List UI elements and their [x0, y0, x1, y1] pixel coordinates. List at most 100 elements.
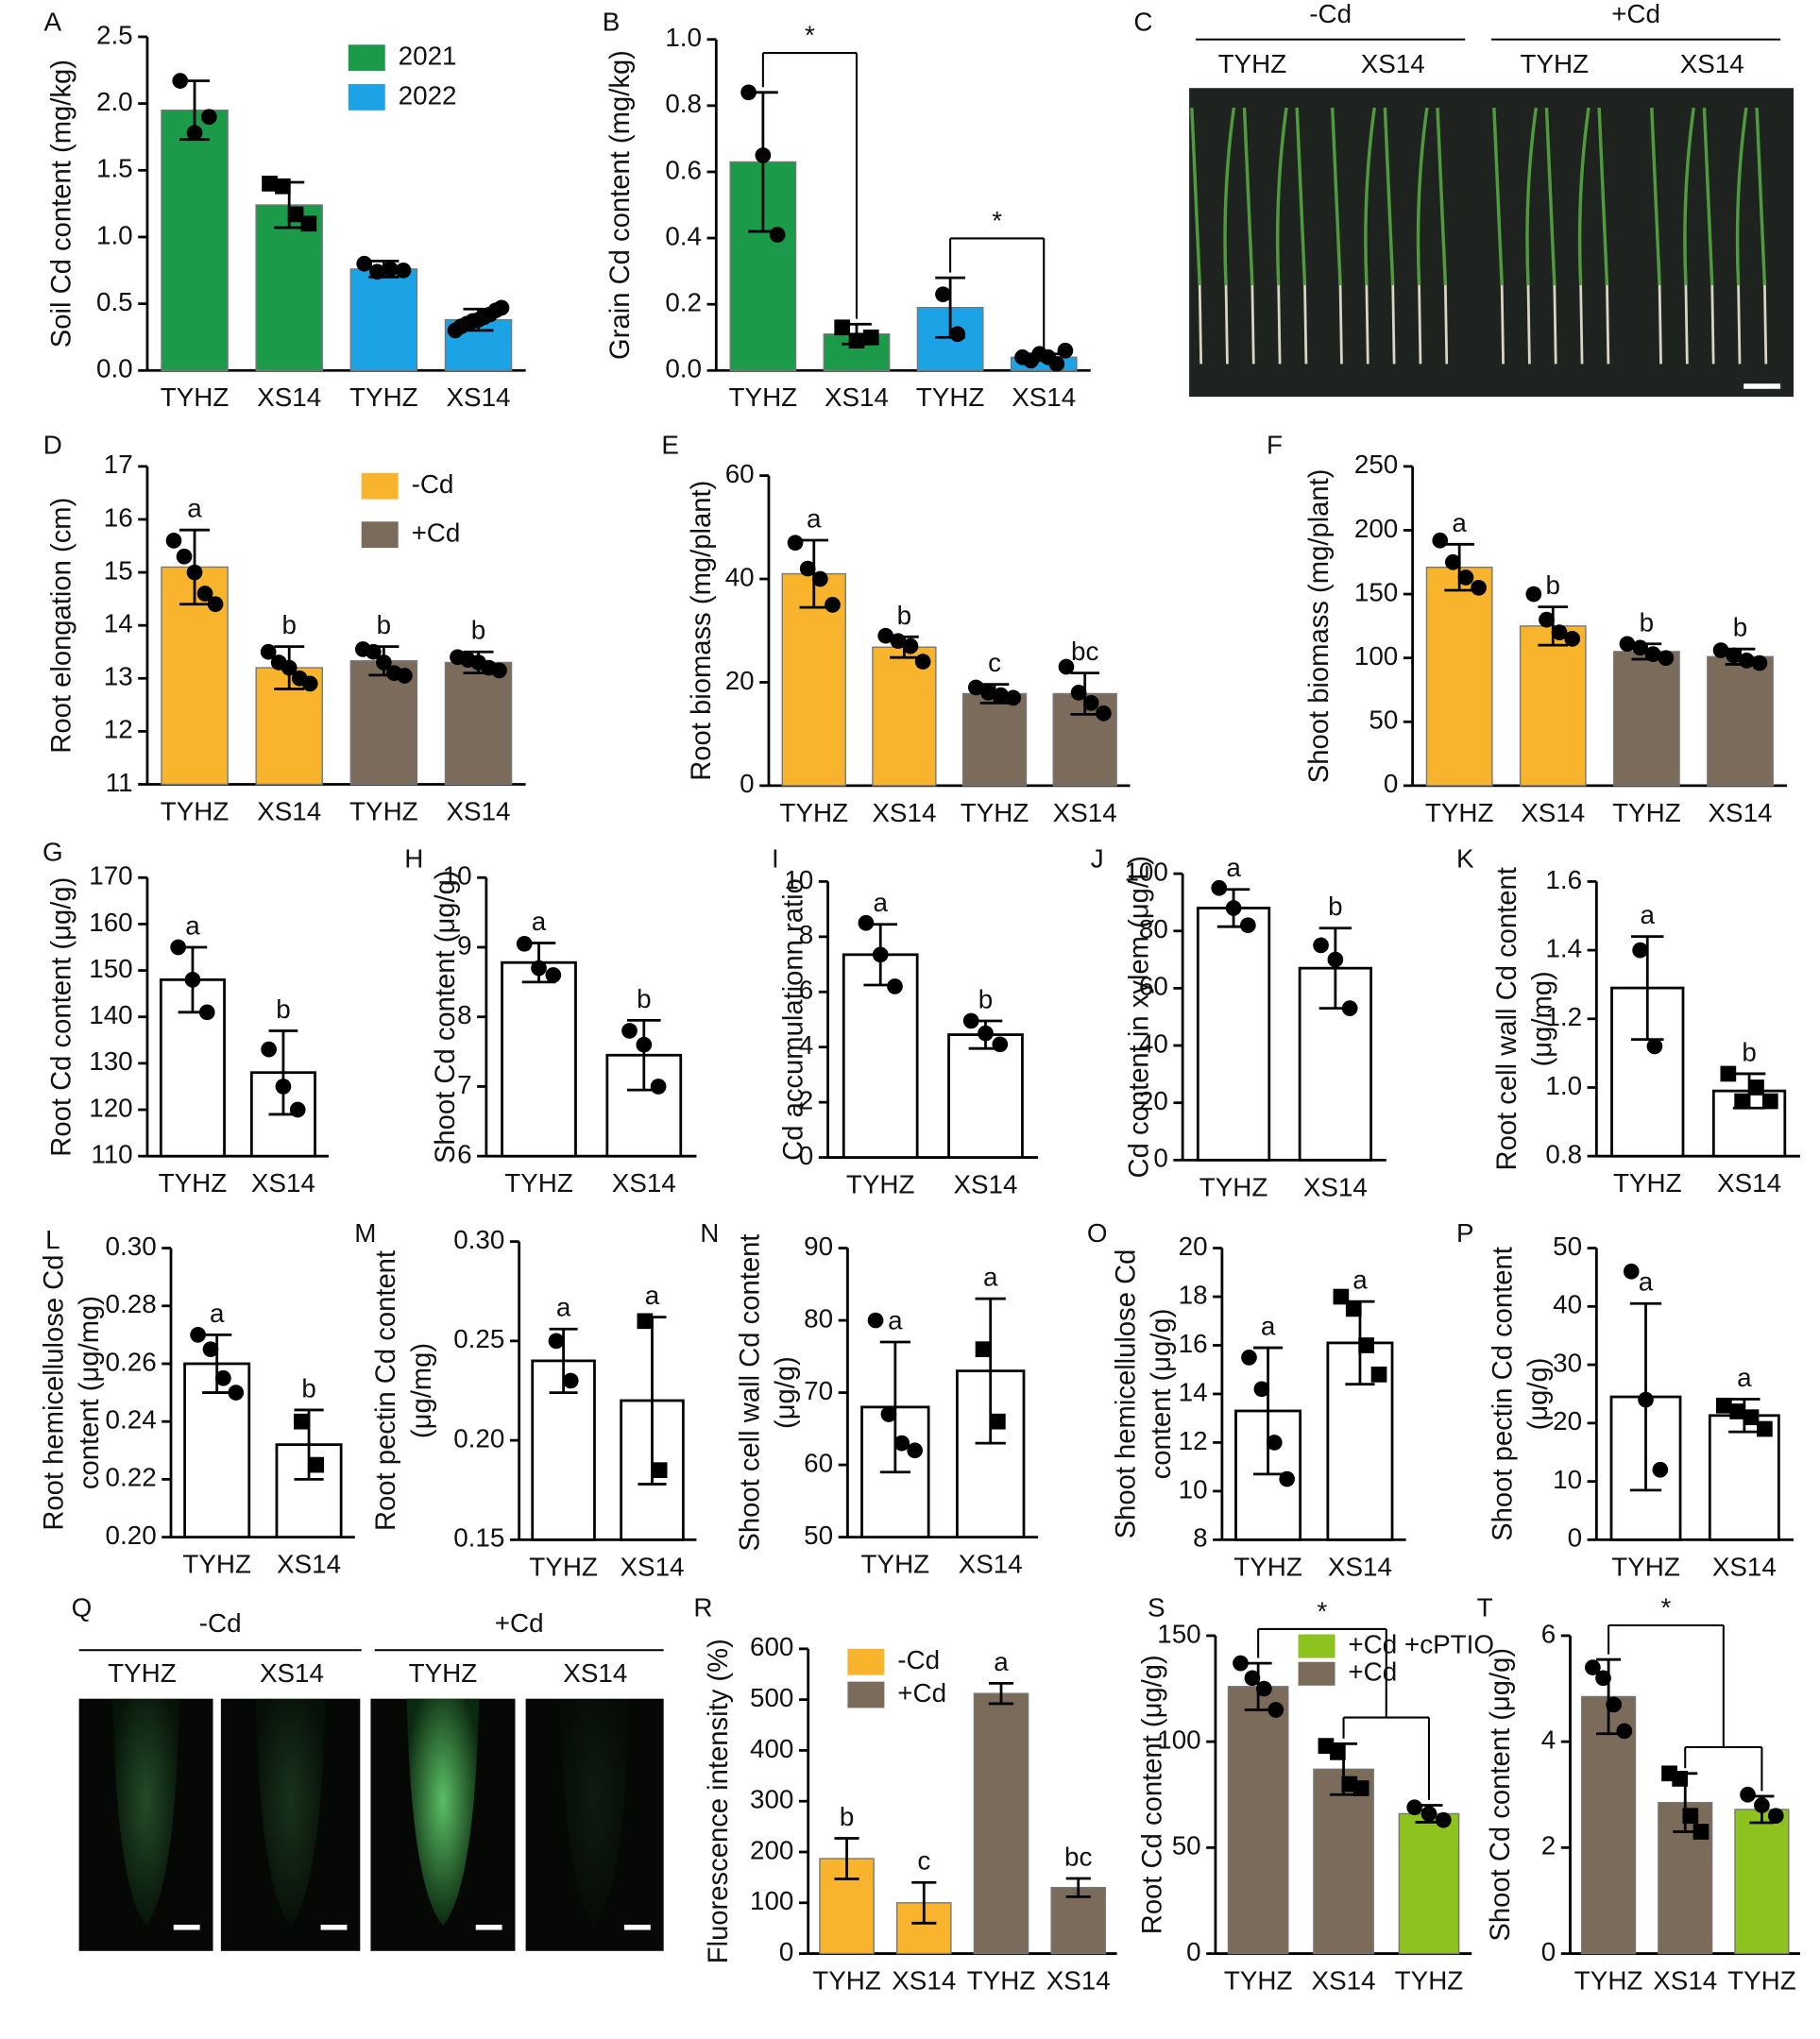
- shoot: [1755, 107, 1767, 285]
- panel-label: A: [44, 7, 62, 36]
- panel-label: M: [354, 1218, 376, 1248]
- data-point: [287, 206, 304, 223]
- data-point: [650, 1079, 667, 1095]
- y-tick-label: 130: [89, 1046, 132, 1076]
- data-point: [1748, 1079, 1764, 1096]
- data-point: [1658, 650, 1675, 667]
- shoot: [1331, 107, 1342, 285]
- y-tick-label: 100: [1354, 641, 1398, 671]
- x-tick-label: TYHZ: [349, 382, 418, 412]
- category-label: XS14: [563, 1658, 627, 1688]
- x-tick-label: XS14: [1012, 382, 1076, 412]
- panel-label: S: [1148, 1592, 1165, 1622]
- y-tick-label: 10: [1179, 1474, 1208, 1504]
- data-point: [769, 227, 786, 243]
- y-tick-label: 170: [89, 861, 132, 891]
- data-point: [548, 1333, 565, 1350]
- panel-label: E: [661, 430, 679, 459]
- data-point: [1345, 1300, 1362, 1317]
- data-point: [369, 263, 385, 280]
- y-axis-label: content (μg/g): [1147, 1309, 1177, 1480]
- y-tick-label: 1.0: [96, 220, 133, 249]
- data-point: [186, 125, 203, 142]
- bar: [1398, 1812, 1460, 1955]
- data-point: [740, 84, 757, 101]
- panel-label: R: [693, 1592, 712, 1622]
- data-point: [1457, 569, 1474, 586]
- data-point: [872, 946, 889, 963]
- data-point: [1279, 1470, 1296, 1487]
- x-tick-label: XS14: [872, 798, 936, 827]
- shoot: [1525, 107, 1539, 285]
- data-point: [1435, 1811, 1452, 1828]
- group-label: +Cd: [495, 1608, 544, 1638]
- y-tick-label: 0: [799, 1141, 813, 1170]
- y-tick-label: 0.15: [453, 1523, 504, 1553]
- data-point: [1313, 937, 1329, 954]
- significance-letter: b: [301, 1373, 315, 1402]
- root: [1658, 284, 1662, 365]
- legend-swatch: [348, 44, 385, 72]
- root: [1277, 284, 1282, 365]
- significance-letter: a: [1641, 900, 1656, 929]
- significance-letter: a: [210, 1299, 225, 1328]
- y-tick-label: 0.28: [106, 1289, 157, 1318]
- y-tick-label: 0: [1186, 1937, 1200, 1966]
- legend-swatch: [1298, 1634, 1335, 1658]
- y-tick-label: 0.24: [106, 1405, 157, 1435]
- data-point: [228, 1385, 245, 1401]
- shoot: [1223, 107, 1236, 285]
- data-point: [799, 560, 816, 577]
- legend-label: -Cd: [897, 1645, 940, 1674]
- data-point: [890, 633, 907, 650]
- data-point: [1585, 1659, 1601, 1675]
- data-point: [636, 1036, 653, 1053]
- x-tick-label: XS14: [620, 1552, 684, 1581]
- data-point: [1726, 647, 1743, 664]
- legend-label: 2022: [399, 80, 457, 110]
- shoot: [1577, 107, 1590, 285]
- y-tick-label: 150: [1354, 577, 1398, 606]
- x-tick-label: XS14: [277, 1550, 341, 1579]
- y-tick-label: 1.4: [1545, 933, 1582, 962]
- root: [1224, 284, 1229, 365]
- data-point: [1751, 654, 1768, 671]
- significance-letter: b: [1640, 607, 1654, 637]
- y-axis-label: Root Cd content (μg/g): [47, 877, 77, 1157]
- panel-label: K: [1456, 844, 1474, 874]
- significance-letter: b: [637, 984, 651, 1013]
- y-tick-label: 60: [1139, 972, 1168, 1001]
- scale-bar: [1743, 383, 1781, 389]
- bar: [1613, 651, 1680, 787]
- legend-swatch: [1298, 1661, 1335, 1686]
- data-point: [887, 978, 903, 994]
- data-point: [949, 326, 966, 343]
- data-point: [1333, 1288, 1350, 1305]
- y-tick-label: 0.5: [96, 287, 133, 316]
- data-point: [975, 1341, 992, 1358]
- x-tick-label: XS14: [446, 796, 510, 825]
- y-axis-label: Shoot biomass (mg/plant): [1304, 468, 1335, 783]
- y-tick-label: 0: [779, 1937, 793, 1966]
- y-axis-label: Soil Cd content (mg/kg): [47, 59, 77, 348]
- data-point: [275, 1079, 292, 1095]
- y-axis-label: Cd accumulationn ratio: [778, 878, 808, 1161]
- x-tick-label: TYHZ: [1612, 798, 1681, 827]
- data-point: [1672, 1771, 1689, 1787]
- y-tick-label: 4: [799, 1030, 813, 1060]
- data-point: [1564, 631, 1581, 647]
- data-point: [848, 332, 865, 349]
- y-tick-label: 15: [104, 555, 133, 585]
- bar: [349, 268, 418, 371]
- panel-label: L: [45, 1225, 60, 1254]
- data-point: [493, 299, 510, 316]
- data-point: [893, 1435, 910, 1452]
- root: [1526, 284, 1531, 365]
- y-axis-label: Shoot cell wall Cd content: [736, 1234, 766, 1552]
- y-axis-label: Shoot Cd content (μg/g): [1486, 1648, 1516, 1942]
- root-tip: [406, 1698, 480, 1927]
- y-tick-label: 60: [804, 1448, 833, 1477]
- data-point: [200, 109, 217, 126]
- data-point: [992, 1036, 1009, 1053]
